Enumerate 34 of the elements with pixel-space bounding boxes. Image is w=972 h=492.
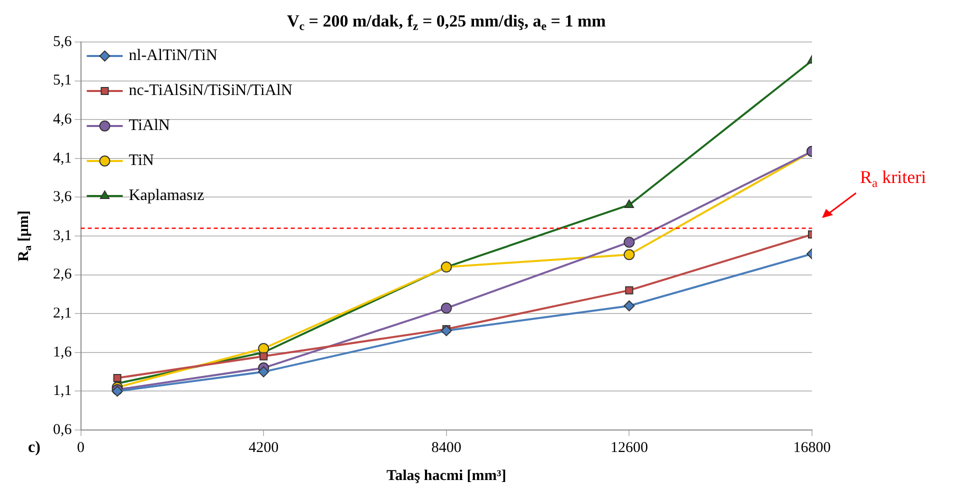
y-tick-label: 4,6	[53, 112, 72, 128]
legend-label: Kaplamasız	[128, 187, 204, 204]
point	[440, 262, 452, 273]
y-tick-label: 1,6	[53, 344, 72, 360]
y-tick-label: 5,6	[53, 34, 72, 50]
x-tick-label: 12600	[610, 440, 648, 456]
y-tick-label: 3,6	[53, 189, 72, 206]
point	[624, 249, 635, 260]
legend-label: TiAlN	[128, 117, 170, 134]
legend-label: TiN	[128, 152, 154, 170]
y-tick-label: 2,1	[53, 306, 72, 322]
point	[440, 302, 452, 314]
text: c)	[28, 439, 40, 456]
y-tick-label: 5,1	[53, 72, 72, 89]
y-tick-label: 0,6	[53, 422, 72, 438]
point	[113, 374, 122, 382]
legend-label: nc-TiAlSiN/TiSiN/TiAlN	[128, 82, 293, 100]
y-tick-label: 1,1	[53, 383, 72, 400]
point	[624, 300, 635, 312]
x-tick-label: 4200	[248, 440, 279, 456]
y-tick-label: 2,6	[53, 266, 72, 283]
legend-label: nl-AlTiN/TiN	[128, 47, 218, 64]
x-tick-label: 16800	[793, 440, 831, 456]
y-tick-label: 3,1	[53, 228, 72, 244]
x-tick-label: 0	[77, 440, 84, 456]
point	[258, 366, 270, 378]
point	[440, 325, 452, 336]
x-axis-title: Talaş hacmi [mm³]	[386, 468, 506, 484]
point	[624, 236, 635, 248]
point	[625, 286, 634, 294]
x-tick-label: 8400	[431, 440, 462, 456]
y-tick-label: 4,1	[53, 150, 72, 166]
y-axis-title: Ra [µm]	[16, 210, 34, 262]
point	[260, 352, 268, 360]
